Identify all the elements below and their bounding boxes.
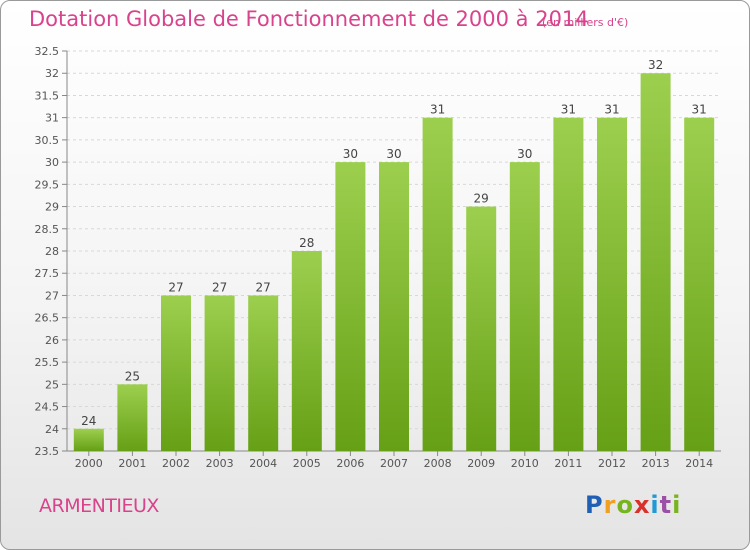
bar-value-label: 32: [648, 58, 663, 72]
x-tick-label: 2004: [249, 457, 277, 470]
y-tick-label: 23.5: [35, 445, 60, 458]
logo-letter: r: [603, 491, 617, 519]
x-tick-label: 2003: [206, 457, 234, 470]
bar-value-label: 28: [299, 236, 314, 250]
y-tick-label: 30.5: [35, 134, 60, 147]
y-tick-labels: 23.5 24 24.5 25 25.5 26 26.5 27 27.5 28 28.5 29 29.5…: [35, 45, 60, 458]
bar-value-label: 31: [430, 103, 445, 117]
logo-letter: t: [659, 491, 673, 519]
bar: [335, 162, 366, 451]
bar: [73, 428, 104, 451]
x-tick-label: 2009: [467, 457, 495, 470]
bar-value-label: 24: [81, 414, 96, 428]
x-tick-label: 2005: [293, 457, 321, 470]
x-tick-label: 2002: [162, 457, 190, 470]
logo-letter: x: [633, 491, 651, 519]
bar-value-label: 30: [343, 147, 358, 161]
y-tick-label: 25: [45, 378, 59, 391]
bar-value-label: 27: [212, 280, 227, 294]
logo-letter: i: [672, 491, 682, 519]
bar: [553, 117, 584, 452]
x-tick-label: 2008: [424, 457, 452, 470]
y-tick-label: 31.5: [35, 89, 60, 102]
x-tick-label: 2011: [554, 457, 582, 470]
x-tick-label: 2012: [598, 457, 626, 470]
logo-letter: o: [616, 491, 634, 519]
y-tick-label: 32: [45, 67, 59, 80]
y-tick-label: 29.5: [35, 178, 60, 191]
y-tick-label: 28.5: [35, 223, 60, 236]
bar: [597, 117, 627, 452]
x-tick-labels: 2000 2001 2002 2003 2004 2005 2006 2007 2008 2009…: [75, 451, 713, 470]
y-tick-label: 28: [45, 245, 59, 258]
bar-value-label: 31: [692, 103, 707, 117]
bar-value-label: 25: [125, 369, 140, 383]
bar: [204, 295, 235, 451]
bar-value-label: 30: [386, 147, 401, 161]
bar: [379, 162, 409, 451]
bar-value-label: 27: [256, 280, 271, 294]
bar: [248, 295, 279, 451]
bar: [509, 162, 540, 451]
y-tick-label: 30: [45, 156, 59, 169]
bar-value-label: 31: [561, 103, 576, 117]
bar-value-label: 31: [604, 103, 619, 117]
x-tick-label: 2010: [511, 457, 539, 470]
bar: [422, 117, 453, 452]
bars: [73, 73, 715, 452]
x-tick-label: 2001: [118, 457, 146, 470]
x-tick-label: 2007: [380, 457, 408, 470]
bar: [684, 117, 715, 452]
bar: [640, 73, 671, 451]
y-tick-label: 27.5: [35, 267, 60, 280]
proxiti-logo: Proxiti: [585, 491, 681, 519]
bar: [291, 251, 322, 451]
y-tick-label: 24: [45, 423, 59, 436]
bar: [161, 295, 191, 451]
value-labels: 24 25 27 27 27 28 30 30 31 29 30 31 31 32 31: [81, 58, 707, 428]
y-tick-label: 24.5: [35, 401, 60, 414]
logo-letter: P: [585, 491, 604, 519]
commune-name: ARMENTIEUX: [39, 495, 159, 517]
chart-subtitle: (en milliers d'€): [542, 16, 629, 29]
chart-title: Dotation Globale de Fonctionnement de 20…: [29, 7, 589, 31]
x-tick-label: 2013: [642, 457, 670, 470]
logo-letter: i: [650, 491, 660, 519]
y-tick-label: 31: [45, 112, 59, 125]
x-tick-label: 2000: [75, 457, 103, 470]
y-tick-label: 26.5: [35, 312, 60, 325]
y-tick-label: 29: [45, 201, 59, 214]
bar-value-label: 27: [168, 280, 183, 294]
y-tick-label: 25.5: [35, 356, 60, 369]
bar-value-label: 29: [474, 192, 489, 206]
bar-value-label: 30: [517, 147, 532, 161]
y-tick-label: 27: [45, 289, 59, 302]
y-tick-label: 32.5: [35, 45, 60, 58]
x-tick-label: 2014: [685, 457, 713, 470]
x-tick-label: 2006: [336, 457, 364, 470]
bar: [466, 206, 497, 451]
y-tick-label: 26: [45, 334, 59, 347]
bar: [117, 384, 148, 451]
